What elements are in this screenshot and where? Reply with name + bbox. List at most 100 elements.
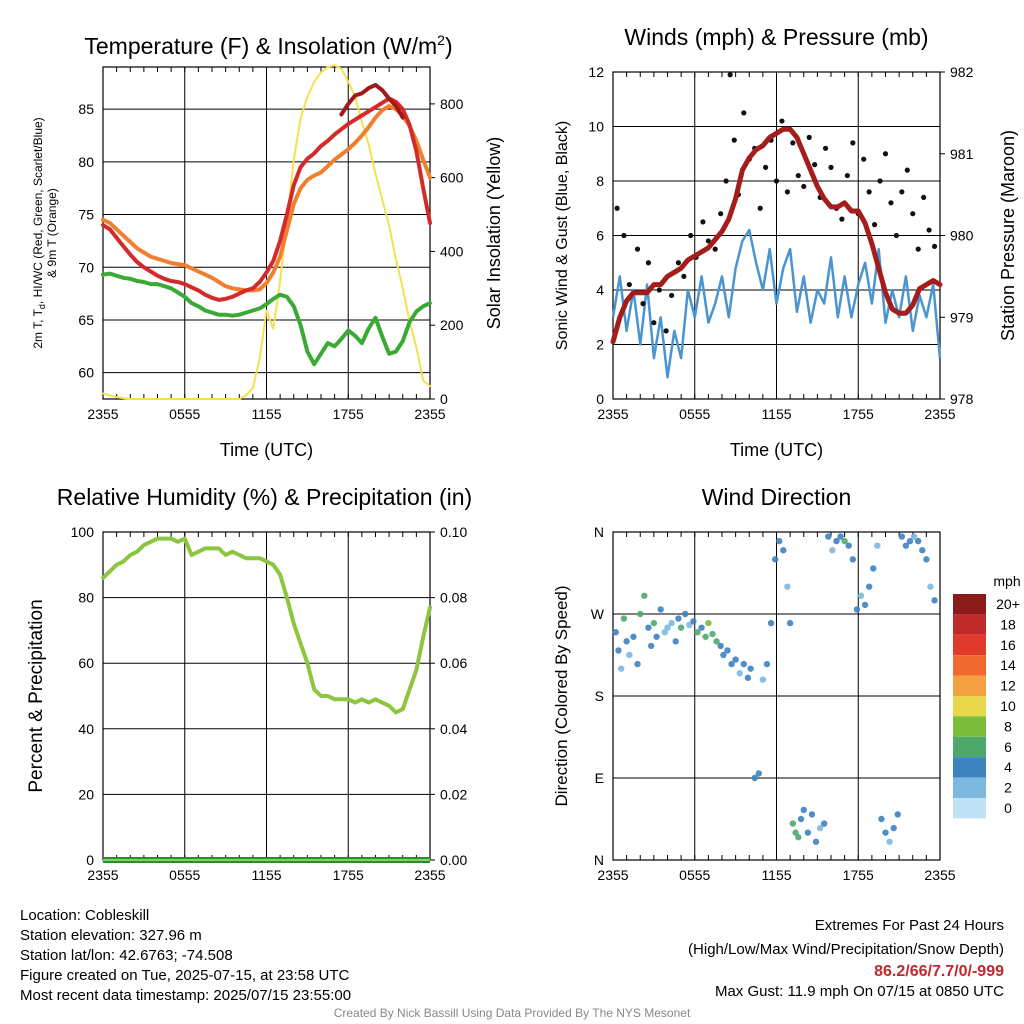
y-axis-label: Percent & Precipitation xyxy=(26,599,47,792)
direction-point xyxy=(771,556,779,563)
direction-point xyxy=(825,533,832,540)
x-tick-label: 0555 xyxy=(169,406,200,422)
colorbar-label: 0 xyxy=(1004,800,1012,816)
y-tick-label: 12 xyxy=(588,64,604,80)
direction-point xyxy=(736,670,743,677)
extremes-title: Extremes For Past 24 Hours xyxy=(814,917,1004,934)
series-line xyxy=(101,271,432,367)
direction-point xyxy=(870,565,877,572)
recent-timestamp: Most recent data timestamp: 2025/07/15 2… xyxy=(20,987,352,1004)
colorbar-label: 10 xyxy=(1000,698,1016,714)
series-line xyxy=(610,126,943,345)
direction-point xyxy=(808,811,816,818)
direction-point xyxy=(751,774,758,782)
gust-point xyxy=(626,281,632,288)
direction-point xyxy=(755,770,762,777)
gust-point xyxy=(812,162,818,168)
colorbar-swatch xyxy=(953,594,986,615)
direction-point xyxy=(882,829,889,836)
y-axis-label: Direction (Colored By Speed) xyxy=(552,585,571,806)
gust-point xyxy=(882,151,889,157)
y-tick-label: 75 xyxy=(78,207,94,223)
direction-point xyxy=(698,624,705,631)
direction-point xyxy=(668,619,675,627)
colorbar-label: 18 xyxy=(1000,616,1016,632)
colorbar-label: 8 xyxy=(1004,718,1012,734)
y-tick-label: 65 xyxy=(78,312,94,328)
y-label-part: , HI/WC (Red, Green, Scarlet/Blue) xyxy=(31,117,45,304)
colorbar-swatch xyxy=(953,777,986,798)
station-elevation: Station elevation: 327.96 m xyxy=(20,927,202,944)
gust-point xyxy=(681,273,687,279)
colorbar-label: 16 xyxy=(1000,637,1016,653)
y-tick-label: 100 xyxy=(71,524,95,540)
series-line xyxy=(102,64,431,400)
direction-point xyxy=(780,547,787,554)
station-location: Location: Cobleskill xyxy=(20,907,150,924)
gust-point xyxy=(822,145,829,151)
y-tick-label: 80 xyxy=(78,154,94,170)
direction-point xyxy=(837,533,844,540)
x-tick-label: 0555 xyxy=(679,406,710,422)
y-axis-label: Sonic Wind & Gust (Blue, Black) xyxy=(554,121,571,350)
direction-point xyxy=(906,537,914,545)
title-main: Temperature (F) & Insolation (W/m xyxy=(84,33,437,59)
gust-point xyxy=(634,246,641,252)
y-tick-label: W xyxy=(591,606,605,622)
direction-point xyxy=(641,592,648,599)
chart-title: Relative Humidity (%) & Precipitation (i… xyxy=(57,484,472,510)
gust-point xyxy=(801,183,807,190)
colorbar-swatch xyxy=(953,798,986,819)
direction-point xyxy=(677,624,685,631)
gust-point xyxy=(705,238,711,244)
y-right-tick-label: 0 xyxy=(440,391,448,407)
y-tick-label: 60 xyxy=(78,365,94,381)
direction-point xyxy=(902,542,910,549)
y-right-tick-label: 979 xyxy=(950,309,974,325)
series-line xyxy=(611,228,942,379)
y-tick-label: 85 xyxy=(78,101,94,117)
direction-point xyxy=(849,556,856,563)
gust-point xyxy=(741,110,747,116)
gust-point xyxy=(663,328,669,334)
direction-point xyxy=(694,629,701,636)
gust-point xyxy=(727,72,733,78)
x-tick-label: 1755 xyxy=(843,406,874,422)
direction-point xyxy=(728,660,735,668)
gust-point xyxy=(915,246,921,252)
direction-point xyxy=(744,674,752,681)
y-tick-label: 0 xyxy=(596,391,604,407)
y-right-tick-label: 978 xyxy=(950,391,974,407)
gust-point xyxy=(688,232,694,239)
x-tick-label: 2355 xyxy=(414,406,445,422)
direction-point xyxy=(732,656,739,663)
direction-point xyxy=(690,618,697,625)
colorbar-swatch xyxy=(953,675,986,696)
direction-point xyxy=(886,838,893,845)
x-tick-label: 1155 xyxy=(251,867,281,883)
colorbar-swatch xyxy=(953,757,986,778)
direction-point xyxy=(919,547,926,554)
gust-point xyxy=(651,320,657,326)
direction-point xyxy=(857,592,865,599)
gust-point xyxy=(668,292,675,299)
gust-point xyxy=(757,205,763,211)
gust-point xyxy=(888,200,894,206)
gust-point xyxy=(640,301,646,307)
y-right-axis-label: Station Pressure (Maroon) xyxy=(998,130,1018,341)
y-right-tick-label: 200 xyxy=(440,317,464,333)
gust-point xyxy=(844,172,850,179)
direction-point xyxy=(682,610,689,618)
x-tick-label: 2355 xyxy=(597,867,628,883)
x-tick-label: 1155 xyxy=(251,406,281,422)
title-end: ) xyxy=(445,33,453,59)
y-tick-label: S xyxy=(595,688,604,704)
colorbar-label: 14 xyxy=(1000,657,1016,673)
y-tick-label: 60 xyxy=(78,655,94,671)
y-right-tick-label: 600 xyxy=(440,170,464,186)
gust-point xyxy=(877,178,883,184)
panel-1: 2355 0555 1155 1755 2355 60 65 70 75 80 85 0 200 400 6… xyxy=(31,32,504,460)
direction-point xyxy=(898,533,906,540)
colorbar-swatch xyxy=(953,696,986,717)
